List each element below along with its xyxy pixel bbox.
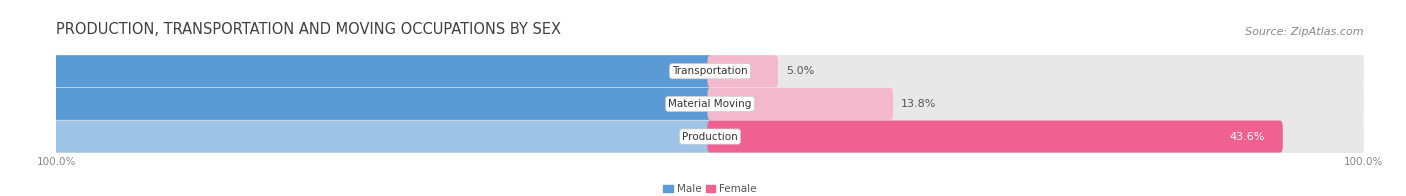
Text: 43.6%: 43.6% xyxy=(1229,132,1264,142)
FancyBboxPatch shape xyxy=(707,55,778,87)
Text: PRODUCTION, TRANSPORTATION AND MOVING OCCUPATIONS BY SEX: PRODUCTION, TRANSPORTATION AND MOVING OC… xyxy=(56,22,561,37)
Legend: Male, Female: Male, Female xyxy=(659,180,761,196)
FancyBboxPatch shape xyxy=(56,117,1364,156)
FancyBboxPatch shape xyxy=(56,84,1364,123)
FancyBboxPatch shape xyxy=(0,121,713,152)
Text: 13.8%: 13.8% xyxy=(901,99,936,109)
Text: Material Moving: Material Moving xyxy=(668,99,752,109)
FancyBboxPatch shape xyxy=(707,88,893,120)
Text: 5.0%: 5.0% xyxy=(786,66,814,76)
FancyBboxPatch shape xyxy=(0,55,713,87)
Text: Production: Production xyxy=(682,132,738,142)
Text: Source: ZipAtlas.com: Source: ZipAtlas.com xyxy=(1246,27,1364,37)
Text: Transportation: Transportation xyxy=(672,66,748,76)
FancyBboxPatch shape xyxy=(0,88,713,120)
FancyBboxPatch shape xyxy=(56,52,1364,91)
FancyBboxPatch shape xyxy=(707,121,1282,152)
